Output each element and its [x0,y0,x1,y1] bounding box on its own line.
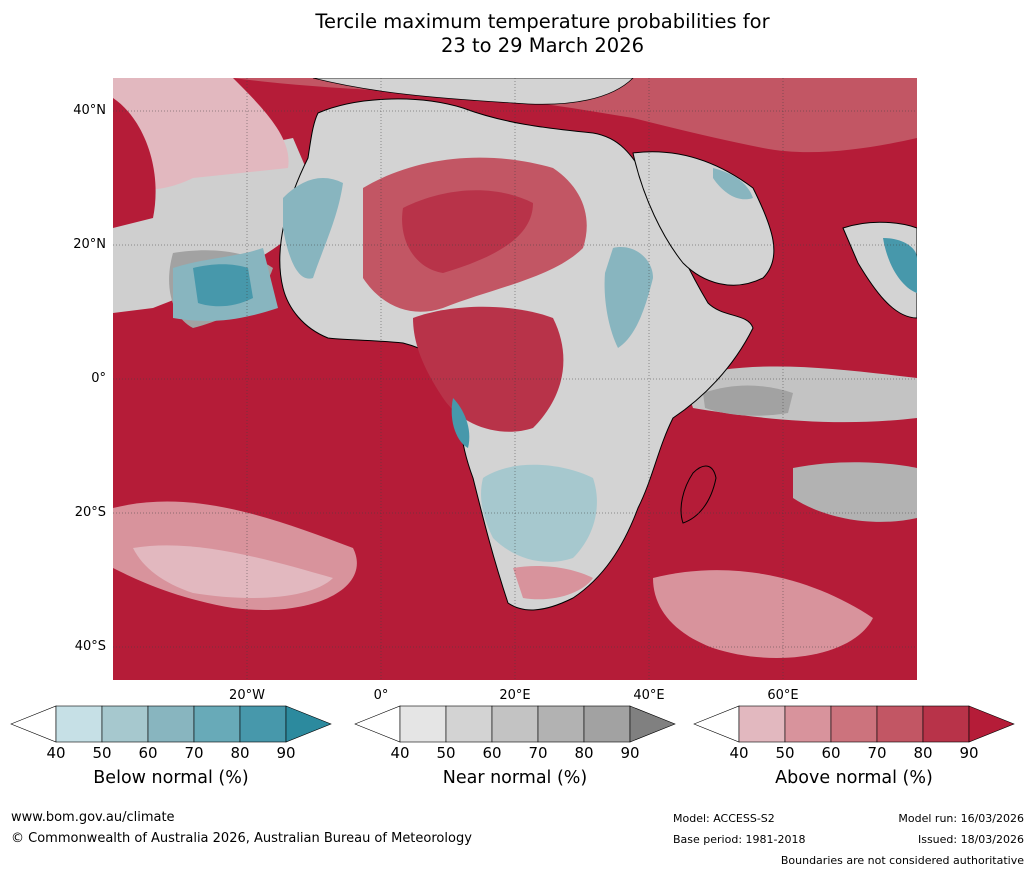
colorbar-near-bin-40-50 [399,705,447,743]
colorbar-above-tick-90: 90 [959,744,979,762]
colorbar-below-bin-80-90 [239,705,287,743]
chart-title: Tercile maximum temperature probabilitie… [0,10,1035,58]
boundaries-disclaimer: Boundaries are not considered authoritat… [780,854,1024,867]
colorbar-above-tick-40: 40 [729,744,749,762]
lon-label-0: 0° [373,688,389,703]
colorbar-near-normal [354,705,676,743]
madagascar [680,465,717,524]
map-canvas [113,78,917,680]
colorbar-above-svg [693,705,1015,743]
colorbar-above-bin-80-90 [922,705,970,743]
lat-label-20n: 20°N [73,237,106,252]
colorbar-near-under-arrow [354,705,401,743]
colorbar-above-bin-60-70 [830,705,878,743]
colorbar-below-bin-40-50 [55,705,103,743]
colorbar-above-bin-70-80 [876,705,924,743]
lat-label-20s: 20°S [74,505,106,520]
map-graticule [113,78,917,680]
colorbar-near-bin-70-80 [537,705,585,743]
colorbar-above-tick-70: 70 [867,744,887,762]
below-normal-east-africa [604,247,653,348]
colorbar-near-tick-40: 40 [390,744,410,762]
colorbar-near-tick-60: 60 [482,744,502,762]
colorbar-above-bin-40-50 [738,705,786,743]
colorbar-near-tick-90: 90 [620,744,640,762]
colorbar-near-tick-50: 50 [436,744,456,762]
colorbar-near-bin-80-90 [583,705,631,743]
lon-label-20w: 20°W [229,688,265,703]
title-line-2: 23 to 29 March 2026 [440,34,645,57]
colorbar-near-bin-60-70 [491,705,539,743]
model-name: Model: ACCESS-S2 [673,812,775,825]
colorbar-below-tick-40: 40 [46,744,66,762]
lat-label-0: 0° [91,371,106,386]
copyright-text: © Commonwealth of Australia 2026, Austra… [11,831,472,846]
above-normal-sahara-core [402,190,533,273]
below-normal-angola-coast [451,398,470,448]
near-normal-indian-south [793,462,917,522]
lat-label-40s: 40°S [74,639,106,654]
colorbar-near-tick-80: 80 [574,744,594,762]
colorbar-below-tick-90: 90 [276,744,296,762]
above-normal-europe [233,78,917,153]
below-normal-gulf [713,168,753,200]
colorbar-above-normal [693,705,1015,743]
colorbar-above-tick-50: 50 [775,744,795,762]
colorbar-above-over-arrow [968,705,1015,743]
colorbar-above-title: Above normal (%) [775,768,933,788]
colorbar-above-tick-60: 60 [821,744,841,762]
colorbar-below-normal [10,705,332,743]
colorbar-below-bin-50-60 [101,705,149,743]
colorbar-near-title: Near normal (%) [442,768,588,788]
colorbar-above-bin-50-60 [784,705,832,743]
colorbar-below-over-arrow [285,705,332,743]
issued-date: Issued: 18/03/2026 [917,833,1024,846]
lat-label-40n: 40°N [73,103,106,118]
above-normal-south-africa [513,566,593,600]
model-run-date: Model run: 16/03/2026 [898,812,1024,825]
colorbar-below-title: Below normal (%) [93,768,249,788]
colorbar-below-under-arrow [10,705,57,743]
above-normal-north-atlantic-core [113,98,156,228]
colorbar-near-tick-70: 70 [528,744,548,762]
below-normal-west-sahara [283,178,343,279]
below-normal-atlantic-core [193,264,253,307]
below-normal-india [883,238,917,293]
above-normal-south-indian-band [653,570,873,658]
europe-landmass [312,78,634,105]
colorbar-near-svg [354,705,676,743]
lon-label-20e: 20°E [499,688,531,703]
lon-label-40e: 40°E [633,688,665,703]
colorbar-above-under-arrow [693,705,740,743]
probability-map [113,78,917,680]
colorbar-below-tick-80: 80 [230,744,250,762]
colorbar-below-tick-60: 60 [138,744,158,762]
lon-label-60e: 60°E [767,688,799,703]
colorbar-above-tick-80: 80 [913,744,933,762]
above-normal-south-atlantic-light [133,545,333,598]
colorbar-below-bin-70-80 [193,705,241,743]
above-normal-central-africa [413,306,564,432]
colorbar-below-tick-50: 50 [92,744,112,762]
below-normal-southern-africa [481,464,597,562]
base-period: Base period: 1981-2018 [673,833,806,846]
colorbar-near-bin-50-60 [445,705,493,743]
website-link[interactable]: www.bom.gov.au/climate [11,810,175,825]
above-normal-north-atlantic [113,78,289,191]
title-line-1: Tercile maximum temperature probabilitie… [315,10,770,33]
near-normal-indian-core [703,385,793,416]
colorbar-near-over-arrow [629,705,676,743]
colorbar-below-tick-70: 70 [184,744,204,762]
colorbar-below-svg [10,705,332,743]
colorbar-below-bin-60-70 [147,705,195,743]
